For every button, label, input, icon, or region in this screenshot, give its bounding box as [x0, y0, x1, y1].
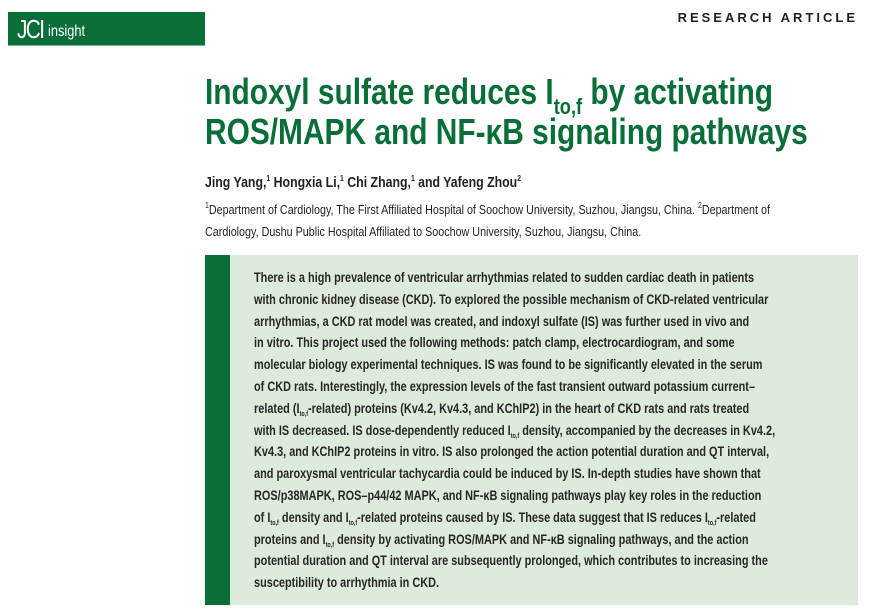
text-run: in vitro. This project used the followin… [254, 334, 735, 351]
affiliation-line: 1Department of Cardiology, The First Aff… [205, 199, 859, 221]
affiliation-marker: 1 [410, 174, 415, 183]
author-name: Hongxia Li, [270, 175, 341, 191]
logo-insight-text: insight [48, 23, 85, 40]
text-run: Cardiology, Dushu Public Hospital Affili… [205, 225, 642, 239]
abstract-line: ROS/p38MAPK, ROS–p44/42 MAPK, and NF-κB … [254, 485, 775, 507]
text-run: Kv4.3, and KChIP2 proteins in vitro. IS … [254, 443, 770, 460]
abstract-line: Kv4.3, and KChIP2 proteins in vitro. IS … [254, 441, 775, 463]
logo-jci-text: JCI [17, 14, 45, 44]
abstract-line: in vitro. This project used the followin… [254, 332, 775, 354]
affiliations: 1Department of Cardiology, The First Aff… [205, 199, 859, 243]
text-run: susceptibility to arrhythmia in CKD. [254, 574, 440, 591]
affiliation-marker: 2 [517, 174, 522, 183]
affiliation-marker: 1 [266, 174, 271, 183]
text-run: of I [254, 508, 271, 525]
abstract-line: There is a high prevalence of ventricula… [254, 267, 775, 289]
abstract-line: susceptibility to arrhythmia in CKD. [254, 572, 775, 594]
abstract-line: related (Ito,f-related) proteins (Kv4.2,… [254, 398, 775, 420]
subscript: to,f [348, 519, 358, 527]
affiliation-marker: 1 [340, 174, 344, 183]
text-run: with IS decreased. IS dose-dependently r… [254, 421, 511, 438]
abstract-accent-bar [205, 255, 230, 605]
text-run: with chronic kidney disease (CKD). To ex… [254, 290, 769, 307]
text-run: Department of [701, 203, 770, 217]
author-list: Jing Yang,1 Hongxia Li,1 Chi Zhang,1 and… [205, 174, 522, 192]
text-run: proteins and I [254, 530, 326, 547]
text-run: and paroxysmal ventricular tachycardia c… [254, 465, 761, 482]
text-run: molecular biology experimental technique… [254, 356, 763, 373]
text-run: -related proteins caused by IS. These da… [357, 508, 708, 525]
journal-logo: JCI insight [8, 12, 205, 46]
text-run: There is a high prevalence of ventricula… [254, 269, 755, 285]
abstract-line: molecular biology experimental technique… [254, 354, 775, 376]
subscript: to,f [270, 519, 279, 527]
subscript: to,f [325, 541, 335, 549]
subscript: to,f [707, 519, 717, 527]
article-title: Indoxyl sulfate reduces Ito,f by activat… [205, 72, 808, 152]
subscript: to,f [553, 94, 583, 119]
affiliation-line: Cardiology, Dushu Public Hospital Affili… [205, 221, 859, 243]
abstract-line: and paroxysmal ventricular tachycardia c… [254, 463, 775, 485]
text-run: -related [716, 508, 756, 525]
title-line: ROS/MAPK and NF-κB signaling pathways [205, 112, 808, 152]
title-line: Indoxyl sulfate reduces Ito,f by activat… [205, 71, 808, 118]
text-run: ROS/MAPK and NF-κB signaling pathways [205, 111, 808, 152]
abstract-line: arrhythmias, a CKD rat model was created… [254, 311, 775, 333]
abstract-line: with IS decreased. IS dose-dependently r… [254, 420, 775, 442]
author-name: Jing Yang, [205, 175, 267, 191]
affiliation-marker: 2 [698, 201, 702, 210]
text-run: density by activating ROS/MAPK and NF-κB… [334, 530, 749, 547]
text-run: Department of Cardiology, The First Affi… [208, 203, 699, 217]
abstract-line: proteins and Ito,f density by activating… [254, 529, 775, 551]
abstract-line: with chronic kidney disease (CKD). To ex… [254, 289, 775, 311]
article-type-label: RESEARCH ARTICLE [677, 10, 858, 25]
abstract-text: There is a high prevalence of ventricula… [254, 267, 875, 594]
subscript: to,f [299, 410, 309, 418]
subscript: to,f [510, 432, 520, 440]
text-run: ROS/p38MAPK, ROS–p44/42 MAPK, and NF-κB … [254, 486, 762, 503]
abstract-line: of Ito,f density and Ito,f-related prote… [254, 507, 775, 529]
text-run: density and I [278, 508, 349, 525]
abstract-line: potential duration and QT interval are s… [254, 550, 775, 572]
abstract-line: of CKD rats. Interestingly, the expressi… [254, 376, 775, 398]
author-name: Chi Zhang, [343, 175, 411, 191]
text-run: Indoxyl sulfate reduces I [205, 71, 554, 112]
affiliation-marker: 1 [205, 201, 209, 210]
text-run: by activating [582, 71, 774, 112]
text-run: of CKD rats. Interestingly, the expressi… [254, 377, 756, 394]
text-run: density, accompanied by the decreases in… [519, 421, 776, 438]
text-run: -related) proteins (Kv4.2, Kv4.3, and KC… [308, 399, 750, 416]
text-run: potential duration and QT interval are s… [254, 552, 768, 569]
text-run: related (I [254, 399, 300, 416]
abstract-box: There is a high prevalence of ventricula… [205, 255, 858, 605]
text-run: arrhythmias, a CKD rat model was created… [254, 312, 750, 329]
author-name: and Yafeng Zhou [414, 175, 518, 191]
